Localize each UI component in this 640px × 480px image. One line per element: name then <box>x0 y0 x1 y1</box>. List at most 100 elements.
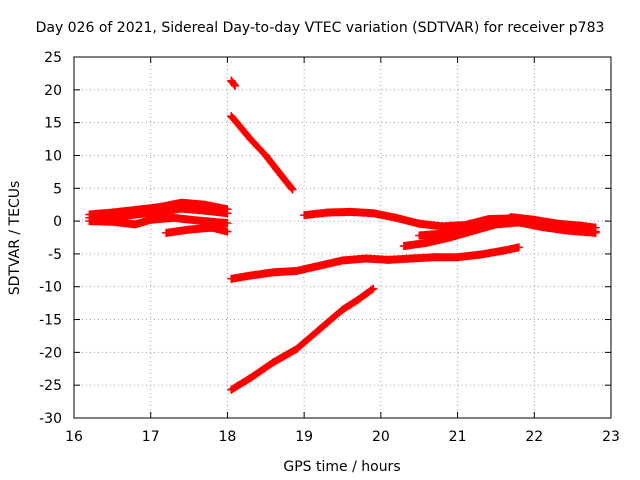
data-point <box>415 231 424 240</box>
data-point <box>131 210 140 219</box>
series-3 <box>85 213 232 229</box>
y-tick-label: 5 <box>53 181 62 197</box>
data-point <box>246 373 255 382</box>
data-point <box>223 227 232 236</box>
data-point <box>85 217 94 226</box>
data-point <box>246 135 255 144</box>
series-6-markers <box>227 112 297 194</box>
y-ticks: 25 20 15 10 5 0 -5 -10 -15 -20 -25 -30 <box>39 50 611 427</box>
data-point <box>461 225 470 234</box>
y-tick-label: -25 <box>39 378 62 394</box>
data-point <box>227 112 236 121</box>
data-point <box>208 223 217 232</box>
data-point <box>227 385 236 394</box>
data-point <box>553 219 562 228</box>
data-point <box>200 206 209 215</box>
data-point <box>288 185 297 194</box>
data-point <box>430 253 439 262</box>
data-point <box>361 254 370 263</box>
data-point <box>453 253 462 262</box>
data-point <box>315 325 324 334</box>
data-point <box>261 151 270 160</box>
data-point <box>484 222 493 231</box>
data-point <box>246 271 255 280</box>
data-point <box>315 261 324 270</box>
x-axis-label: GPS time / hours <box>283 459 400 475</box>
x-tick-label: 22 <box>525 429 543 445</box>
x-tick-label: 17 <box>142 429 160 445</box>
data-point <box>353 295 362 304</box>
y-tick-label: -20 <box>39 345 62 361</box>
y-tick-label: 10 <box>44 148 62 164</box>
data-point <box>591 227 600 236</box>
chart-title: Day 026 of 2021, Sidereal Day-to-day VTE… <box>36 20 605 36</box>
data-point <box>227 76 236 85</box>
series-11 <box>415 213 600 240</box>
y-tick-label: 15 <box>44 116 62 132</box>
data-point <box>530 215 539 224</box>
data-point <box>438 229 447 238</box>
series-5 <box>227 76 240 90</box>
data-point <box>407 254 416 263</box>
data-point <box>369 209 378 218</box>
data-point <box>415 219 424 228</box>
data-points <box>85 76 600 394</box>
data-point <box>323 208 332 217</box>
series-8 <box>227 284 378 394</box>
data-point <box>177 204 186 213</box>
data-point <box>507 213 516 222</box>
data-point <box>499 246 508 255</box>
data-point <box>162 228 171 237</box>
data-point <box>169 213 178 222</box>
plot-frame <box>73 56 612 419</box>
data-point <box>346 207 355 216</box>
series-7 <box>227 243 523 283</box>
x-tick-label: 18 <box>219 429 237 445</box>
data-point <box>292 266 301 275</box>
data-point <box>269 358 278 367</box>
data-point <box>338 256 347 265</box>
y-axis-label: SDTVAR / TECUs <box>7 181 23 296</box>
x-tick-label: 23 <box>602 429 620 445</box>
x-ticks: 16 17 18 19 20 21 22 23 <box>65 57 620 445</box>
data-point <box>422 238 431 247</box>
data-point <box>154 207 163 216</box>
x-tick-label: 21 <box>449 429 467 445</box>
series-7-markers <box>227 243 523 283</box>
data-point <box>300 211 309 220</box>
data-point <box>576 224 585 233</box>
y-tick-label: 20 <box>44 83 62 99</box>
data-point <box>384 255 393 264</box>
data-point <box>292 345 301 354</box>
data-point <box>476 250 485 259</box>
grid <box>74 57 611 418</box>
y-tick-label: 25 <box>44 50 62 66</box>
data-point <box>146 215 155 224</box>
y-tick-label: 0 <box>53 214 62 230</box>
series-4 <box>162 223 232 237</box>
data-point <box>227 274 236 283</box>
data-point <box>392 213 401 222</box>
x-tick-label: 16 <box>65 429 83 445</box>
data-point <box>108 217 117 226</box>
series-5-markers <box>227 76 240 90</box>
series-6 <box>227 112 297 194</box>
data-point <box>338 305 347 314</box>
y-tick-label: -5 <box>48 247 62 263</box>
data-point <box>514 243 523 252</box>
y-tick-label: -30 <box>39 411 62 427</box>
y-tick-label: -10 <box>39 280 62 296</box>
data-point <box>231 81 240 90</box>
y-tick-label: -15 <box>39 313 62 329</box>
data-point <box>399 242 408 251</box>
data-point <box>192 216 201 225</box>
data-point <box>438 222 447 231</box>
x-tick-label: 19 <box>295 429 313 445</box>
data-point <box>277 171 286 180</box>
data-point <box>131 220 140 229</box>
data-point <box>185 225 194 234</box>
x-tick-label: 20 <box>372 429 390 445</box>
data-point <box>223 209 232 218</box>
data-point <box>223 219 232 228</box>
